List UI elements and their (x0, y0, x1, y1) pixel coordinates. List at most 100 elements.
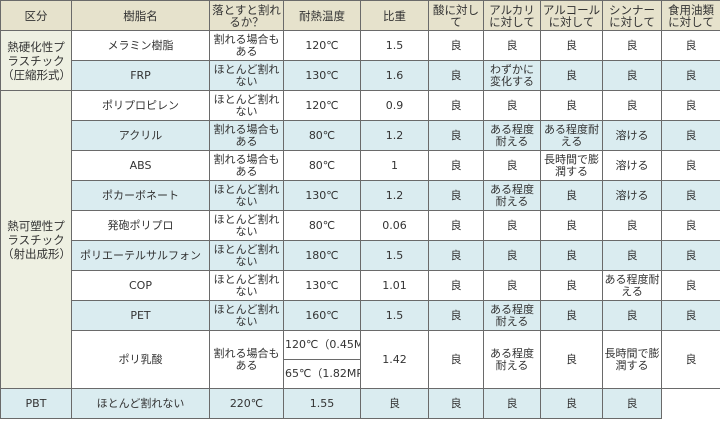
cell-sg: 1.42 (360, 330, 429, 389)
cell-sg: 1.6 (360, 60, 429, 91)
cell-drop: ほとんど割れない (71, 388, 210, 419)
cell-sg: 1.2 (360, 180, 429, 211)
cell-drop: ほとんど割れない (209, 90, 284, 121)
cell-thinner: 良 (602, 60, 662, 91)
cell-alkali: ある程度耐える (483, 120, 541, 151)
cell-alcohol: 良 (540, 180, 603, 211)
header-specific-gravity: 比重 (360, 0, 429, 31)
cell-acid: 良 (428, 270, 484, 301)
cell-sg: 1.5 (360, 240, 429, 271)
cell-alcohol: 良 (540, 240, 603, 271)
cell-heat: 160℃ (283, 300, 361, 331)
cell-oil: 良 (661, 90, 720, 121)
cell-name: ポカーボネート (71, 180, 210, 211)
category-cell: 熱可塑性プラスチック（射出成形） (0, 90, 72, 389)
cell-thinner: 良 (602, 90, 662, 121)
cell-heat-alt: 65℃（1.82MPa） (283, 359, 361, 389)
cell-oil: 良 (661, 180, 720, 211)
cell-acid: 良 (428, 120, 484, 151)
cell-alkali: ある程度耐える (483, 180, 541, 211)
cell-heat: 220℃ (209, 388, 284, 419)
cell-alcohol: 良 (540, 30, 603, 61)
cell-heat: 120℃ (283, 30, 361, 61)
cell-thinner: 溶ける (602, 120, 662, 151)
cell-thinner: 良 (602, 300, 662, 331)
cell-name: PBT (0, 388, 72, 419)
cell-name: COP (71, 270, 210, 301)
header-alcohol: アルコールに対して (540, 0, 603, 31)
cell-name: メラミン樹脂 (71, 30, 210, 61)
header-edible-oil: 食用油類に対して (661, 0, 720, 31)
cell-alcohol: 良 (540, 270, 603, 301)
cell-alkali: 良 (483, 270, 541, 301)
table-row: 熱可塑性プラスチック（射出成形） ポリプロピレン ほとんど割れない 120℃ 0.9 良良… (0, 90, 720, 389)
cell-alcohol: 長時間で膨潤する (540, 150, 603, 181)
cell-drop: 割れる場合もある (209, 150, 284, 181)
cell-alkali: 良 (428, 388, 484, 419)
cell-sg: 0.06 (360, 210, 429, 241)
table-row: ポリエーテルサルフォン ほとんど割れない 180℃ 1.5 良良良良良 (1, 240, 720, 271)
cell-acid: 良 (428, 60, 484, 91)
cell-sg: 1 (360, 150, 429, 181)
cell-alkali: ある程度耐える (483, 330, 541, 389)
cell-alcohol: 良 (540, 210, 603, 241)
cell-acid: 良 (428, 180, 484, 211)
cell-alkali: 良 (483, 30, 541, 61)
cell-drop: ほとんど割れない (209, 270, 284, 301)
cell-oil: 良 (661, 330, 720, 389)
cell-name: PET (71, 300, 210, 331)
cell-name: ポリプロピレン (71, 90, 210, 121)
cell-drop: 割れる場合もある (209, 330, 284, 389)
cell-acid: 良 (428, 210, 484, 241)
cell-sg: 1.55 (283, 388, 361, 419)
cell-heat: 130℃ (283, 60, 361, 91)
cell-acid: 良 (428, 300, 484, 331)
header-heat-resistance: 耐熱温度 (283, 0, 361, 31)
cell-thinner: 長時間で膨潤する (602, 330, 662, 389)
cell-acid: 良 (428, 240, 484, 271)
cell-oil: 良 (661, 270, 720, 301)
table-row: ポリ乳酸割れる場合もある120℃（0.45MPa）1.42良ある程度耐える良長時… (1, 330, 720, 389)
cell-thinner: 良 (540, 388, 603, 419)
cell-drop: ほとんど割れない (209, 300, 284, 331)
cell-drop: 割れる場合もある (209, 120, 284, 151)
cell-drop: ほとんど割れない (209, 60, 284, 91)
cell-oil: 良 (661, 150, 720, 181)
cell-oil: 良 (602, 388, 662, 419)
cell-alcohol: ある程度耐える (540, 120, 603, 151)
cell-alkali: 良 (483, 90, 541, 121)
cell-acid: 良 (428, 150, 484, 181)
cell-thinner: 溶ける (602, 180, 662, 211)
cell-drop: ほとんど割れない (209, 240, 284, 271)
cell-name: ポリエーテルサルフォン (71, 240, 210, 271)
cell-alkali: ある程度耐える (483, 300, 541, 331)
cell-heat: 80℃ (283, 120, 361, 151)
table-row: 発砲ポリプロ ほとんど割れない 80℃ 0.06 良良良良良 (1, 210, 720, 241)
cell-thinner: 良 (602, 30, 662, 61)
cell-name: FRP (71, 60, 210, 91)
cell-heat: 130℃ (283, 270, 361, 301)
cell-alkali: 良 (483, 150, 541, 181)
table-row: ABS 割れる場合もある 80℃ 1 良良長時間で膨潤する 溶ける良 (1, 150, 720, 181)
cell-thinner: 良 (602, 240, 662, 271)
cell-thinner: 良 (602, 210, 662, 241)
table-row: PET ほとんど割れない 160℃ 1.5 良ある程度耐える良良良 (1, 300, 720, 331)
cell-acid: 良 (428, 330, 484, 389)
cell-sg: 0.9 (360, 90, 429, 121)
cell-oil: 良 (661, 120, 720, 151)
cell-name: ABS (71, 150, 210, 181)
cell-oil: 良 (661, 240, 720, 271)
cell-drop: 割れる場合もある (209, 30, 284, 61)
header-acid: 酸に対して (428, 0, 484, 31)
table-row: PBT ほとんど割れない 220℃ 1.55 良良良良良 (0, 388, 720, 419)
cell-acid: 良 (428, 90, 484, 121)
cell-alcohol: 良 (540, 300, 603, 331)
table-row: COP ほとんど割れない 130℃ 1.01 良良良ある程度耐える良 (1, 270, 720, 301)
cell-alcohol: 良 (483, 388, 541, 419)
cell-oil: 良 (661, 300, 720, 331)
table-row: FRP ほとんど割れない 130℃ 1.6 良わずかに変化する良良良 (1, 60, 720, 91)
cell-alcohol: 良 (540, 90, 603, 121)
table-row: 65℃（1.82MPa） (1, 359, 720, 389)
cell-drop: ほとんど割れない (209, 210, 284, 241)
